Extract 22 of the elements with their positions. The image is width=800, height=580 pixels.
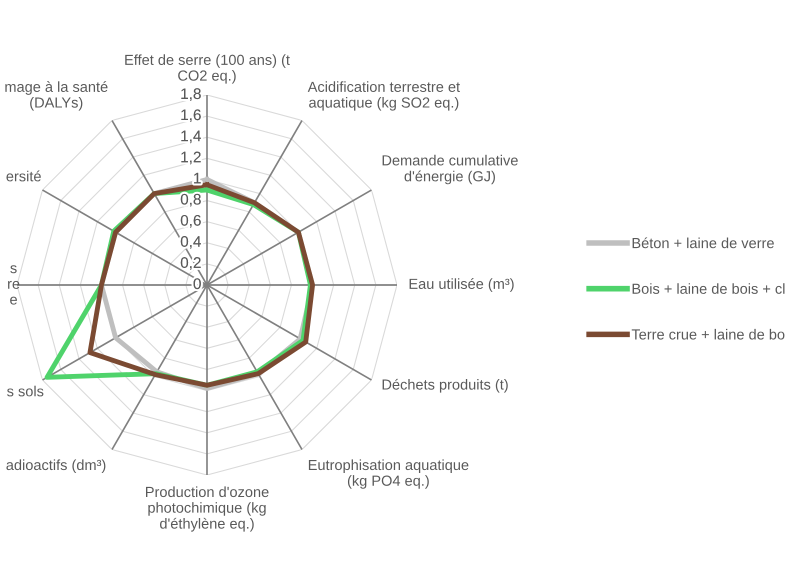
- y-tick-label: 1,6: [181, 109, 201, 122]
- y-tick-label: 0,6: [180, 214, 201, 228]
- spoke-label: Production d'ozone photochimique (kg d'éthylène eq.): [146, 486, 269, 532]
- spoke-label: mage à la santé (DALYs): [5, 81, 108, 111]
- legend-label: Bois + laine de bois + cl: [632, 283, 784, 294]
- spoke-label: s sols: [7, 386, 44, 396]
- spoke-label: Eutrophisation aquatique (kg PO4 eq.): [308, 459, 468, 489]
- spoke-label: s re e: [8, 265, 20, 305]
- legend-label: Terre crue + laine de bo: [632, 328, 784, 340]
- y-tick-label: 0,8: [180, 194, 201, 206]
- spoke-label: Acidification terrestre et aquatique (kg SO2 eq.): [308, 81, 460, 111]
- y-tick-label: 1: [194, 172, 201, 184]
- spoke-label: adioactifs (dm³): [6, 459, 106, 474]
- y-tick-label: 1,2: [181, 152, 201, 164]
- spoke-label: Demande cumulative d'énergie (GJ): [382, 154, 518, 184]
- spoke-label: Effet de serre (100 ans) (t CO2 eq.): [125, 54, 290, 84]
- spoke-label: Eau utilisée (m³): [410, 278, 514, 292]
- y-tick-label: 1,8: [181, 88, 201, 101]
- spoke-label: ersité: [6, 170, 41, 182]
- spoke-label: Déchets produits (t): [382, 378, 508, 393]
- legend-label: Béton + laine de verre: [632, 237, 774, 248]
- y-tick-label: 1,4: [181, 130, 201, 144]
